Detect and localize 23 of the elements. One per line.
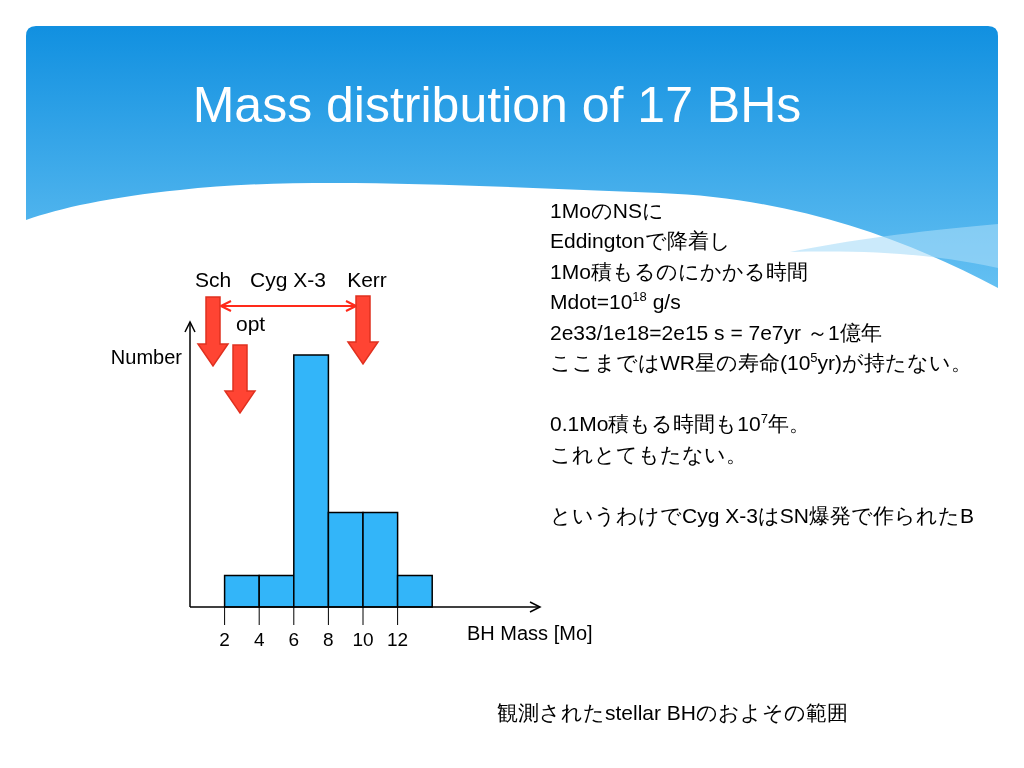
text: 1MoのNSに: [550, 199, 665, 222]
x-tick-label: 8: [323, 629, 334, 650]
text: ここまではWR星の寿命(10$^{5}$yr)が持たない。: [550, 350, 973, 374]
x-tick-label: 12: [387, 629, 409, 650]
text: Eddingtonで降着し: [550, 229, 731, 252]
text: 2e33/1e18=2e15 s = 7e7yr ～1億年: [550, 321, 882, 344]
x-tick-label: 10: [352, 629, 374, 650]
x-axis-title: BH Mass [Mo]: [467, 622, 593, 644]
text: これとてもたない。: [550, 443, 747, 466]
text: Sch: [194, 268, 232, 291]
text: Kerr: [347, 268, 387, 291]
x-tick-label: 2: [219, 629, 230, 650]
text: opt: [236, 312, 266, 335]
text: Cyg X-3: [250, 268, 326, 291]
text: 1Mo積もるのにかかる時間: [550, 260, 808, 283]
x-tick-label: 6: [288, 629, 300, 650]
text: 観測されたstellar BHのおよその範囲: [497, 701, 849, 724]
y-axis-title: Number: [110, 346, 183, 368]
text: Mdot=10$^{18}$ g/s: [550, 289, 681, 313]
text: 0.1Mo積もる時間も10$^{7}$年。: [550, 411, 810, 435]
text: というわけでCyg X-3はSN爆発で作られたB: [550, 504, 975, 527]
x-tick-label: 4: [253, 629, 265, 650]
chart-title: Mass distribution of 17 BHs: [192, 77, 802, 133]
